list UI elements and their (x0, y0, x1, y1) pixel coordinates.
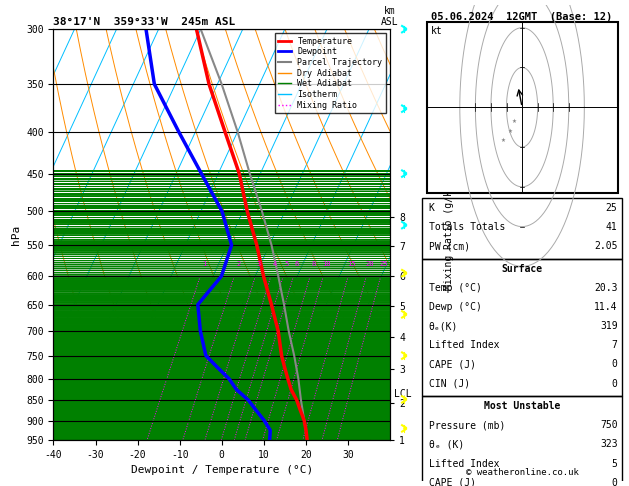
Text: ★: ★ (507, 129, 512, 134)
X-axis label: Dewpoint / Temperature (°C): Dewpoint / Temperature (°C) (131, 465, 313, 475)
Text: 25: 25 (380, 261, 388, 267)
Text: 5: 5 (611, 458, 618, 469)
Text: 10: 10 (323, 261, 331, 267)
Bar (423, 259, 621, 396)
Bar (423, 198, 621, 259)
Text: 1: 1 (202, 261, 206, 267)
Text: 41: 41 (606, 222, 618, 232)
Text: Pressure (mb): Pressure (mb) (429, 420, 505, 431)
Text: 323: 323 (600, 439, 618, 450)
Text: ★: ★ (501, 138, 506, 143)
Text: 0: 0 (611, 478, 618, 486)
Text: θₑ (K): θₑ (K) (429, 439, 464, 450)
Text: 3: 3 (257, 261, 261, 267)
Text: 8: 8 (311, 261, 316, 267)
Text: Lifted Index: Lifted Index (429, 340, 499, 350)
Bar (426, 21, 618, 193)
Text: Temp (°C): Temp (°C) (429, 283, 482, 293)
Text: © weatheronline.co.uk: © weatheronline.co.uk (465, 469, 579, 477)
Text: 2.05: 2.05 (594, 242, 618, 251)
Text: Mixing Ratio (g/kg): Mixing Ratio (g/kg) (444, 179, 454, 290)
Text: kt: kt (431, 26, 442, 36)
Text: Surface: Surface (501, 264, 543, 274)
Text: 20: 20 (365, 261, 374, 267)
Text: 4: 4 (272, 261, 277, 267)
Text: 0: 0 (611, 360, 618, 369)
Text: 319: 319 (600, 321, 618, 331)
Text: 2: 2 (236, 261, 240, 267)
Text: Totals Totals: Totals Totals (429, 222, 505, 232)
Text: CAPE (J): CAPE (J) (429, 360, 476, 369)
Y-axis label: hPa: hPa (11, 225, 21, 244)
Text: LCL: LCL (394, 389, 412, 399)
Text: ★: ★ (511, 119, 516, 124)
Text: PW (cm): PW (cm) (429, 242, 470, 251)
Text: 25: 25 (606, 203, 618, 213)
Text: θₑ(K): θₑ(K) (429, 321, 458, 331)
Bar (423, 396, 621, 486)
Text: Most Unstable: Most Unstable (484, 401, 560, 411)
Text: K: K (429, 203, 435, 213)
Text: 05.06.2024  12GMT  (Base: 12): 05.06.2024 12GMT (Base: 12) (431, 12, 613, 22)
Text: CAPE (J): CAPE (J) (429, 478, 476, 486)
Text: 7: 7 (611, 340, 618, 350)
Text: 38°17'N  359°33'W  245m ASL: 38°17'N 359°33'W 245m ASL (53, 17, 236, 27)
Text: Lifted Index: Lifted Index (429, 458, 499, 469)
Text: 20.3: 20.3 (594, 283, 618, 293)
Text: 11.4: 11.4 (594, 302, 618, 312)
Text: 6: 6 (295, 261, 299, 267)
Text: 5: 5 (285, 261, 289, 267)
Text: Dewp (°C): Dewp (°C) (429, 302, 482, 312)
Text: 15: 15 (347, 261, 356, 267)
Text: km
ASL: km ASL (381, 5, 399, 27)
Text: 0: 0 (611, 379, 618, 388)
Text: 750: 750 (600, 420, 618, 431)
Legend: Temperature, Dewpoint, Parcel Trajectory, Dry Adiabat, Wet Adiabat, Isotherm, Mi: Temperature, Dewpoint, Parcel Trajectory… (275, 34, 386, 113)
Text: CIN (J): CIN (J) (429, 379, 470, 388)
